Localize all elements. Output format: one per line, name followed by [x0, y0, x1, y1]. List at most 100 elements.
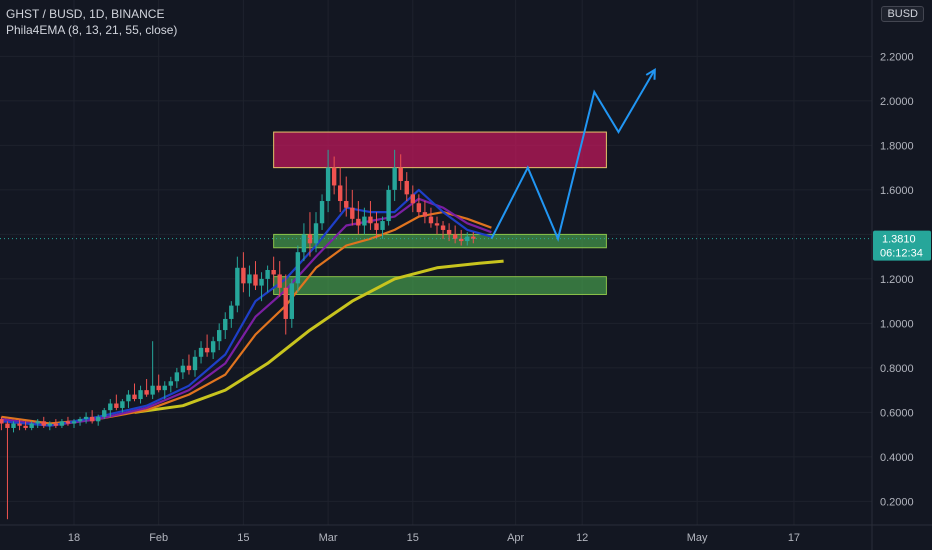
candle-body: [168, 381, 173, 386]
current-price-tag: 1.3810 06:12:34: [873, 230, 931, 261]
price-axis[interactable]: 2.20002.00001.80001.60001.40001.20001.00…: [880, 51, 914, 508]
y-tick-label: 0.4000: [880, 452, 914, 464]
y-tick-label: 2.2000: [880, 51, 914, 63]
y-tick-label: 1.0000: [880, 318, 914, 330]
candle-countdown-label: 06:12:34: [880, 248, 923, 260]
candle-body: [96, 416, 101, 422]
candle-body: [23, 425, 28, 428]
candle-body: [295, 252, 301, 284]
candle-body: [77, 419, 83, 422]
candle-body: [144, 390, 149, 395]
candle-body: [132, 394, 137, 400]
currency-button[interactable]: BUSD: [881, 6, 924, 22]
candle-body: [259, 278, 264, 286]
y-tick-label: 0.2000: [880, 496, 914, 508]
y-tick-label: 1.8000: [880, 140, 914, 152]
support-zone[interactable]: [273, 233, 607, 249]
current-price-label: 1.3810: [882, 234, 916, 246]
x-tick-label: Apr: [507, 532, 524, 544]
candle-body: [301, 234, 307, 253]
candle-body: [41, 421, 46, 426]
candle-body: [446, 229, 452, 235]
series-line-ema55: [134, 259, 504, 414]
candle-body: [35, 421, 40, 424]
series-line-ema13: [1, 197, 492, 427]
candle-body: [17, 423, 22, 426]
x-tick-label: May: [687, 532, 708, 544]
candle-body: [192, 356, 198, 371]
candle-body: [404, 181, 409, 195]
candle-body: [89, 416, 95, 422]
candle-body: [108, 403, 113, 411]
candle-body: [138, 390, 143, 400]
candle-body: [416, 203, 422, 213]
x-tick-label: 18: [68, 532, 80, 544]
support-zone[interactable]: [273, 276, 607, 295]
candles-layer: [0, 149, 476, 520]
current-price-tag-bg: [873, 230, 931, 261]
candle-body: [241, 267, 246, 284]
candle-body: [319, 201, 325, 224]
candle-body: [350, 207, 355, 219]
candle-body: [53, 423, 59, 426]
candle-body: [271, 270, 276, 275]
zones-layer: [273, 131, 607, 295]
symbol-title[interactable]: GHST / BUSD, 1D, BINANCE: [6, 7, 165, 21]
candle-body: [422, 212, 428, 217]
candle-body: [186, 365, 192, 371]
indicator-title[interactable]: Phila4EMA (8, 13, 21, 55, close): [6, 23, 178, 37]
y-tick-label: 1.2000: [880, 274, 914, 286]
candle-body: [11, 423, 16, 428]
y-tick-label: 2.0000: [880, 96, 914, 108]
candle-body: [380, 221, 385, 230]
candle-body: [452, 234, 458, 239]
candle-body: [283, 287, 288, 319]
y-tick-label: 0.8000: [880, 363, 914, 375]
chart-legend: GHST / BUSD, 1D, BINANCE Phila4EMA (8, 1…: [6, 6, 177, 38]
candle-body: [374, 223, 379, 230]
candle-body: [428, 216, 434, 224]
candle-body: [156, 385, 161, 391]
candle-body: [247, 274, 252, 284]
candle-body: [126, 394, 131, 402]
candle-body: [356, 218, 361, 226]
candle-body: [277, 274, 282, 288]
candle-body: [313, 223, 319, 244]
projection-arrowhead: [645, 67, 656, 80]
candle-body: [59, 421, 65, 426]
candle-body: [325, 167, 331, 202]
candle-body: [229, 305, 234, 319]
candle-body: [114, 403, 119, 408]
candle-body: [5, 423, 10, 428]
candle-body: [0, 419, 4, 424]
x-tick-label: 15: [237, 532, 249, 544]
candle-body: [410, 194, 415, 204]
candle-body: [465, 236, 470, 242]
resistance-zone[interactable]: [273, 131, 607, 169]
candle-body: [120, 401, 125, 408]
candle-body: [253, 274, 258, 286]
x-tick-label: Feb: [149, 532, 168, 544]
candle-body: [289, 283, 294, 319]
candle-body: [102, 410, 107, 417]
candle-body: [71, 421, 77, 424]
candle-body: [440, 225, 446, 230]
candle-body: [150, 385, 155, 395]
projection-layer: [490, 67, 656, 242]
projection-path[interactable]: [490, 69, 656, 242]
candle-body: [434, 223, 440, 226]
x-tick-label: Mar: [319, 532, 338, 544]
candle-body: [368, 216, 373, 224]
candle-body: [223, 318, 228, 331]
series-line-ema8: [1, 188, 492, 427]
y-tick-label: 0.6000: [880, 407, 914, 419]
candle-body: [338, 185, 343, 202]
candle-body: [174, 372, 180, 382]
time-axis[interactable]: 18 Feb 15 Mar 15 Apr 12 May 17: [68, 532, 800, 544]
candle-body: [344, 201, 349, 208]
candle-body: [198, 347, 204, 357]
x-tick-label: 17: [788, 532, 800, 544]
candle-body: [204, 347, 210, 353]
